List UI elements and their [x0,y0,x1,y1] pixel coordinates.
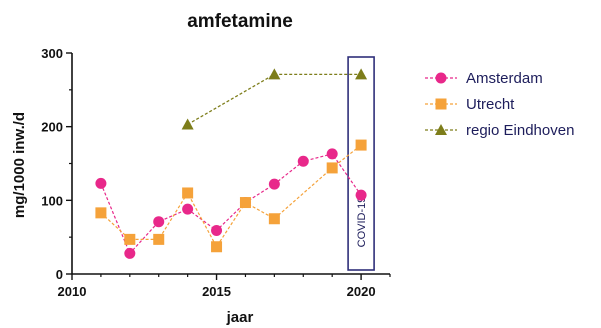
data-point [95,177,107,189]
series-regio-eindhoven [181,68,368,130]
series-amsterdam [95,148,367,259]
data-point [326,148,338,160]
data-point [326,162,338,174]
covid-annotation: COVID-19 [347,56,375,271]
legend-marker [435,124,447,135]
x-tick-label: 2010 [58,284,87,299]
y-tick-label: 200 [41,120,63,135]
data-point [182,203,194,215]
series-line [187,73,362,125]
data-point [153,233,165,245]
legend: Amsterdam Utrecht regio Eindhoven [425,70,574,139]
legend-item: Utrecht [425,96,515,113]
data-point [211,241,223,253]
data-point [211,225,223,237]
axes: 0 100 200 300 2010 2015 2020 [41,46,391,299]
series-line [100,153,362,255]
data-point [355,68,368,80]
legend-item: Amsterdam [425,70,543,87]
y-tick-label: 0 [56,267,63,282]
y-tick-label: 300 [41,46,63,61]
x-tick-label: 2020 [347,284,376,299]
legend-label: Amsterdam [466,70,543,87]
data-point [181,118,194,130]
series-layer [95,68,368,259]
y-tick-label: 100 [41,193,63,208]
covid-label: COVID-19 [356,197,368,248]
legend-marker [435,98,447,110]
data-point [268,68,281,80]
y-axis-label: mg/1000 inw./d [11,112,28,218]
series-line [100,144,362,248]
data-point [124,233,136,245]
data-point [95,207,107,219]
x-tick-label: 2015 [202,284,231,299]
legend-marker [435,72,447,84]
legend-label: regio Eindhoven [466,122,574,139]
chart-title: amfetamine [187,11,293,32]
series-utrecht [95,139,367,253]
data-point [182,187,194,199]
data-point [124,247,136,259]
legend-item: regio Eindhoven [425,122,574,139]
data-point [297,155,309,167]
covid-box-outline [347,56,375,271]
data-point [355,189,367,201]
data-point [268,213,280,225]
data-point [355,139,367,151]
x-axis-label: jaar [226,309,254,326]
data-point [268,178,280,190]
legend-label: Utrecht [466,96,515,113]
data-point [239,197,251,209]
data-point [153,216,165,228]
